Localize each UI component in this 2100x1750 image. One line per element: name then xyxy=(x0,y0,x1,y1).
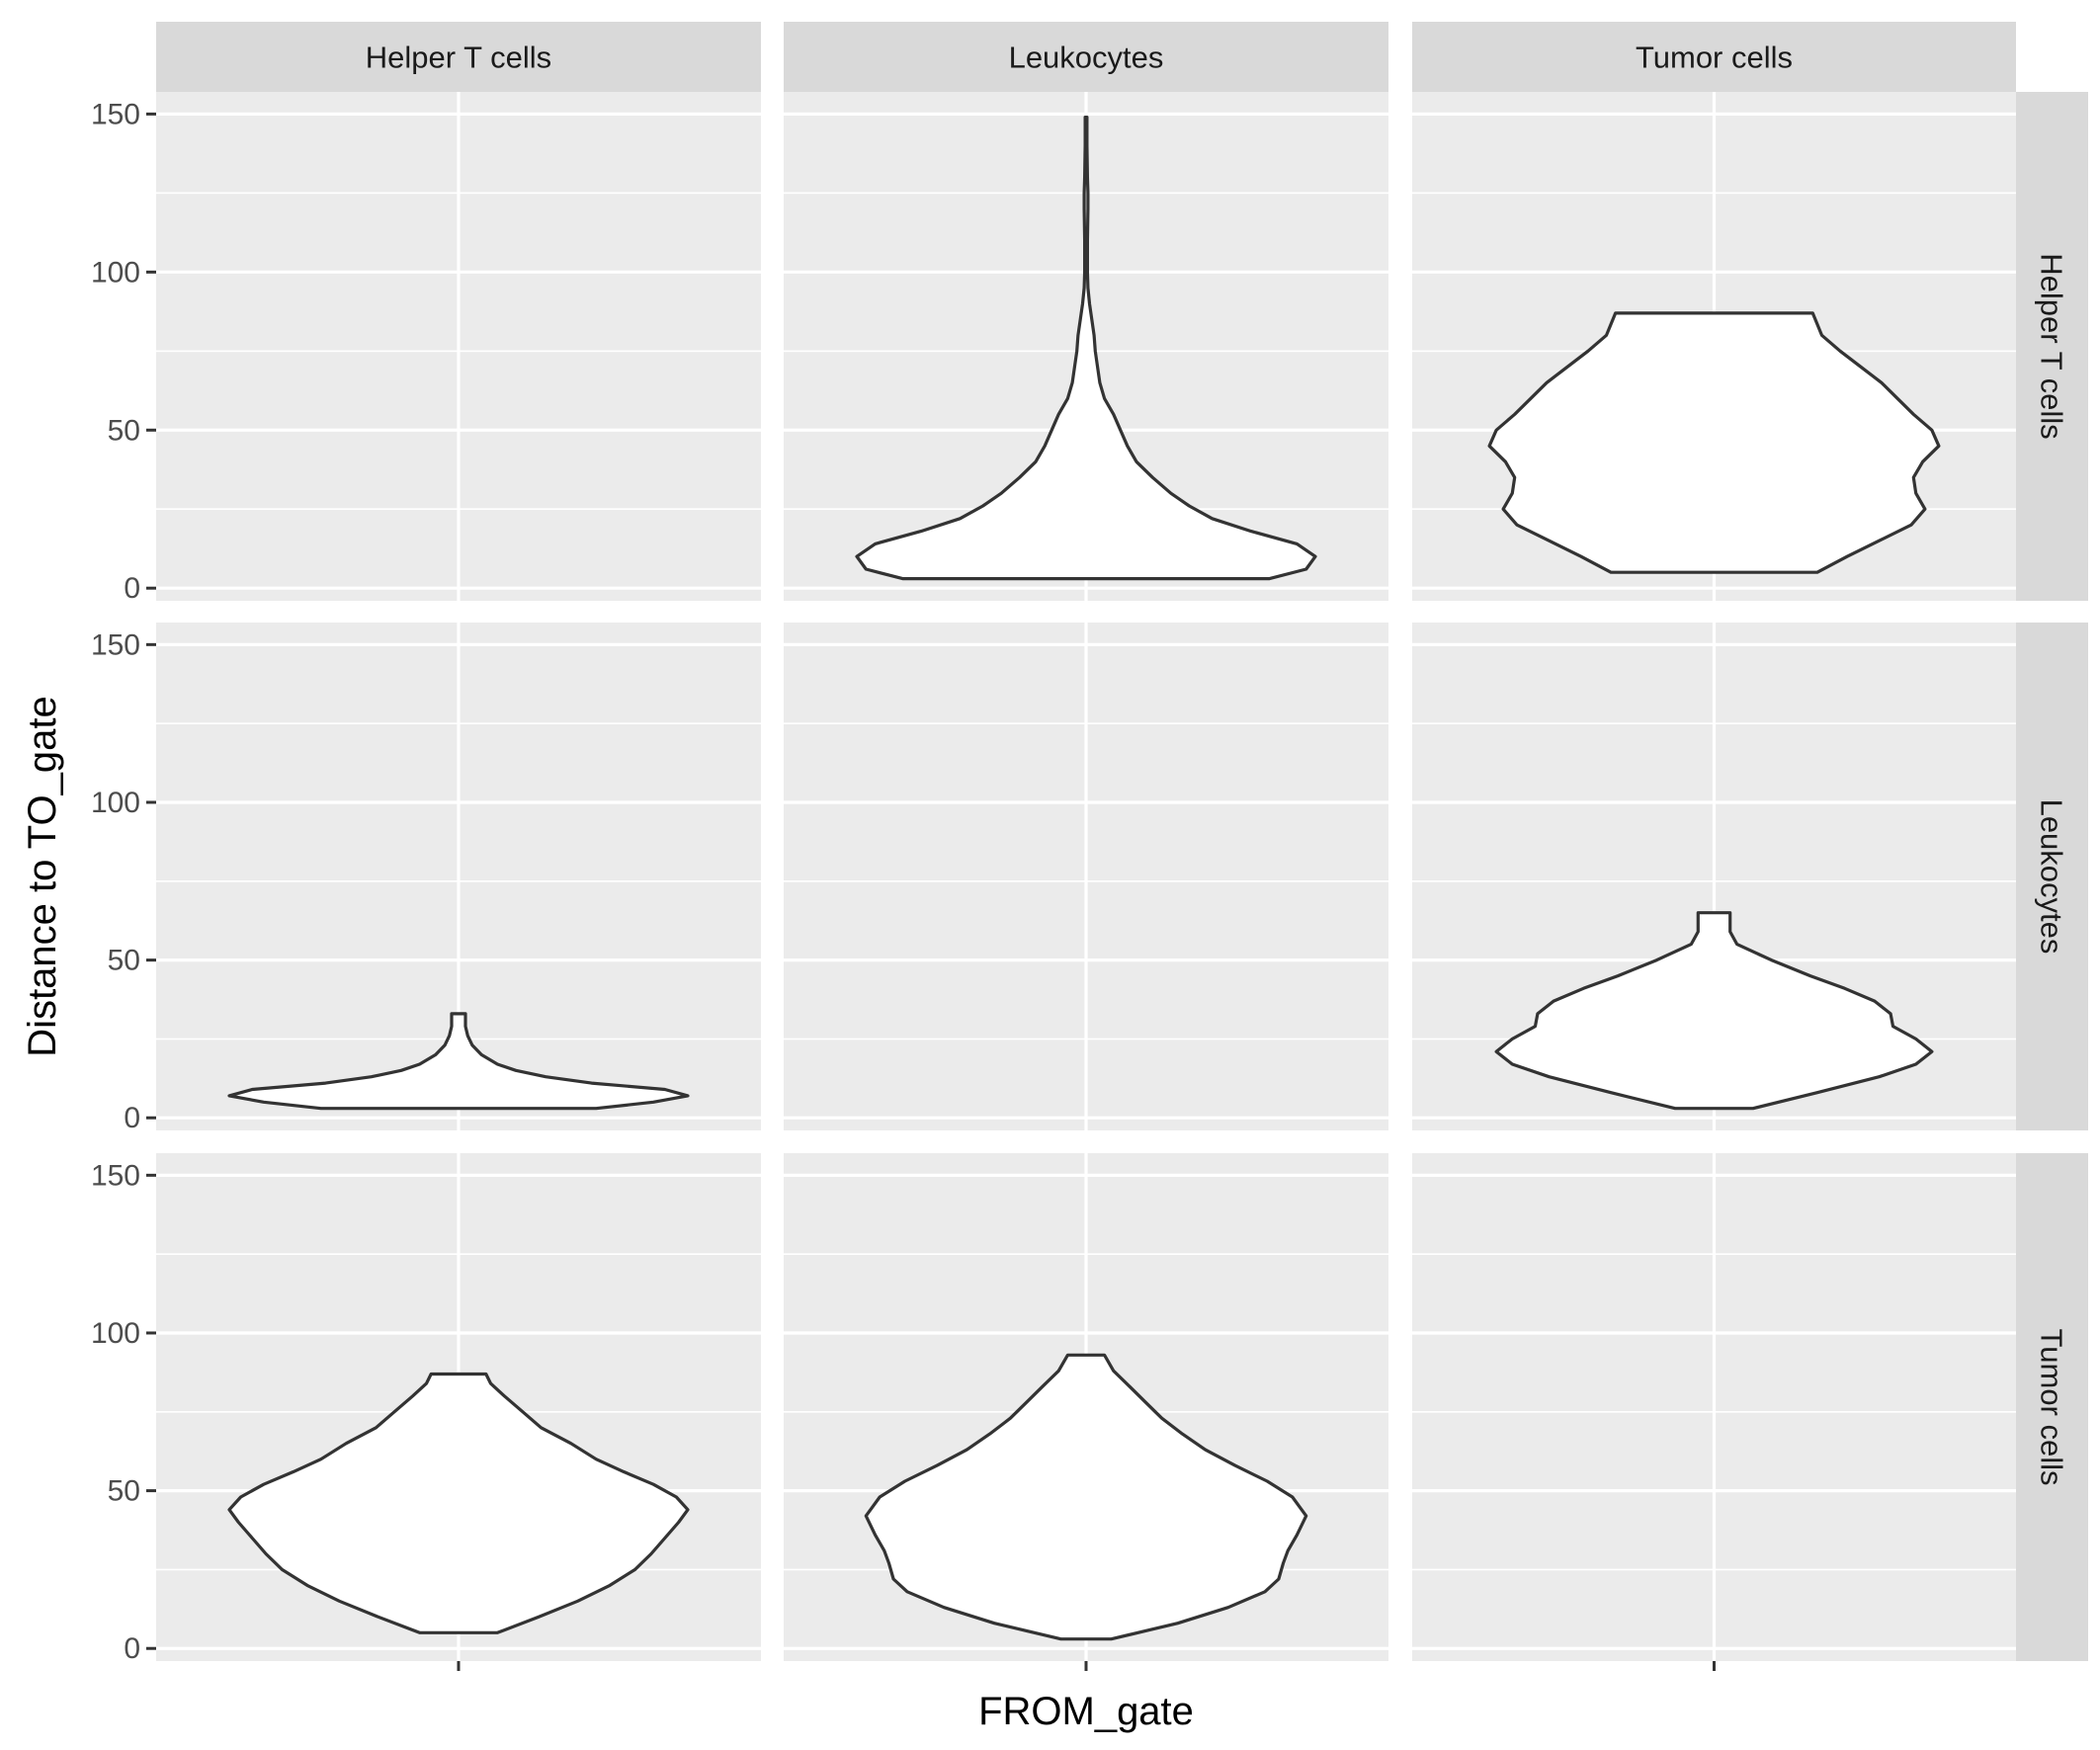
y-tick-label: 150 xyxy=(91,628,140,661)
strip-background xyxy=(2016,1153,2088,1661)
y-axis-row-2: 0 50 100 150 xyxy=(91,1159,156,1665)
y-tick-label: 100 xyxy=(91,787,140,819)
row-strips: Helper T cells Leukocytes Tumor cells xyxy=(2016,92,2088,1661)
facet-strip-col-tumor-cells: Tumor cells xyxy=(1412,22,2016,92)
y-axis-row-1: 0 50 100 150 xyxy=(91,628,156,1134)
y-tick-label: 100 xyxy=(91,1317,140,1350)
x-ticks xyxy=(457,1661,1716,1671)
y-tick-label: 0 xyxy=(124,572,140,605)
y-axes: 0 50 100 150 0 50 100 150 0 50 100 150 xyxy=(91,98,156,1665)
facet-strip-row-leukocytes: Leukocytes xyxy=(2016,623,2088,1130)
strip-background xyxy=(156,22,761,92)
column-strips: Helper T cells Leukocytes Tumor cells xyxy=(156,22,2016,92)
violin-tumor-cells-from-leukocytes xyxy=(864,1353,1308,1641)
facet-strip-col-helper-t-cells: Helper T cells xyxy=(156,22,761,92)
strip-background xyxy=(1412,22,2016,92)
strip-background xyxy=(2016,623,2088,1130)
y-tick-label: 0 xyxy=(124,1632,140,1665)
y-axis-row-0: 0 50 100 150 xyxy=(91,98,156,605)
facet-strip-col-leukocytes: Leukocytes xyxy=(784,22,1388,92)
violin-leukocytes-from-helper-t-cells xyxy=(227,1012,690,1111)
y-tick-label: 150 xyxy=(91,1159,140,1192)
y-tick-label: 50 xyxy=(108,414,140,447)
facet-strip-row-helper-t-cells: Helper T cells xyxy=(2016,92,2088,601)
facet-strip-row-tumor-cells: Tumor cells xyxy=(2016,1153,2088,1661)
y-tick-label: 0 xyxy=(124,1102,140,1134)
violin-leukocytes-from-tumor-cells xyxy=(1494,911,1934,1111)
strip-label: Leukocytes xyxy=(1009,41,1164,75)
strip-label: Tumor cells xyxy=(2035,1328,2069,1485)
violin-tumor-cells-from-helper-t-cells xyxy=(227,1372,690,1634)
strip-label: Tumor cells xyxy=(1636,41,1793,75)
y-axis-title: Distance to TO_gate xyxy=(21,696,64,1056)
strip-background xyxy=(784,22,1388,92)
y-tick-label: 50 xyxy=(108,1475,140,1508)
violin-helper-t-cells-from-tumor-cells xyxy=(1487,311,1941,574)
panel-r0-c0 xyxy=(156,92,761,601)
x-axis-title: FROM_gate xyxy=(978,1690,1194,1733)
y-tick-label: 50 xyxy=(108,945,140,977)
strip-label: Helper T cells xyxy=(366,41,551,75)
y-tick-label: 100 xyxy=(91,256,140,289)
violin-helper-t-cells-from-leukocytes xyxy=(855,116,1317,581)
strip-background xyxy=(2016,92,2088,601)
panel-r1-c1 xyxy=(784,623,1388,1130)
panels-layer xyxy=(156,92,2016,1661)
panel-r2-c2 xyxy=(1412,1153,2016,1661)
strip-label: Helper T cells xyxy=(2035,253,2069,439)
y-tick-label: 150 xyxy=(91,98,140,130)
strip-label: Leukocytes xyxy=(2035,799,2069,955)
